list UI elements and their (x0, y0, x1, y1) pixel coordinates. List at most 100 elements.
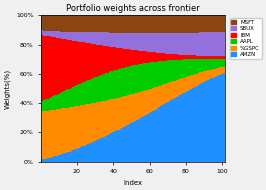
Bar (190, 59, 192, 75)
Bar (49, 36, 51, 98)
Bar (114, 70, 116, 99)
Bar (216, 15, 218, 32)
Bar (209, 15, 210, 32)
Bar (56, 95, 58, 109)
Bar (52, 31, 54, 37)
Bar (92, 142, 94, 162)
Bar (69, 107, 70, 151)
Bar (94, 15, 96, 32)
Bar (194, 33, 196, 55)
Bar (189, 15, 190, 33)
Bar (83, 82, 85, 105)
Bar (214, 59, 216, 69)
Bar (171, 82, 172, 100)
Bar (152, 111, 154, 162)
Bar (92, 32, 94, 44)
Bar (210, 56, 212, 59)
Bar (218, 15, 219, 32)
Bar (132, 66, 134, 94)
Bar (114, 32, 116, 47)
Bar (187, 59, 189, 76)
Bar (178, 96, 180, 162)
Bar (174, 98, 176, 162)
Bar (129, 33, 130, 49)
Legend: MSFT, SBUX, IBM, AAPL, %GSPC, AMZN: MSFT, SBUX, IBM, AAPL, %GSPC, AMZN (230, 18, 261, 59)
Bar (127, 49, 129, 67)
Bar (61, 108, 63, 154)
Bar (190, 15, 192, 33)
Bar (154, 33, 156, 52)
Bar (76, 85, 78, 106)
Bar (69, 15, 70, 32)
Bar (49, 15, 51, 31)
Bar (60, 32, 61, 38)
Bar (98, 76, 99, 102)
Bar (201, 32, 203, 56)
Bar (125, 15, 127, 33)
Bar (85, 104, 87, 145)
Bar (183, 55, 185, 59)
Bar (140, 92, 141, 118)
Bar (123, 32, 125, 49)
Bar (165, 61, 167, 84)
Bar (210, 78, 212, 162)
Bar (69, 40, 70, 89)
Bar (207, 59, 209, 70)
Bar (167, 33, 169, 54)
Bar (110, 15, 112, 32)
Bar (152, 15, 154, 33)
Bar (52, 15, 54, 31)
Bar (136, 33, 138, 50)
Bar (198, 85, 200, 162)
Bar (101, 32, 103, 45)
Bar (103, 32, 105, 46)
Bar (203, 71, 205, 82)
Bar (185, 77, 187, 92)
Bar (176, 80, 178, 97)
Bar (45, 31, 47, 36)
Bar (171, 33, 172, 54)
Bar (158, 86, 160, 108)
Bar (130, 123, 132, 162)
Bar (205, 59, 207, 71)
Bar (61, 15, 63, 32)
Bar (118, 69, 120, 98)
Bar (207, 32, 209, 56)
Bar (61, 92, 63, 108)
Bar (70, 151, 72, 162)
Bar (147, 114, 149, 162)
Bar (49, 31, 51, 36)
Bar (92, 44, 94, 78)
Bar (138, 119, 140, 162)
Bar (85, 15, 87, 32)
Bar (154, 87, 156, 110)
Bar (65, 90, 67, 108)
Bar (198, 32, 200, 56)
Bar (134, 33, 136, 50)
Bar (174, 15, 176, 33)
Bar (118, 32, 120, 48)
Bar (83, 15, 85, 32)
Bar (141, 33, 143, 51)
Bar (147, 33, 149, 52)
Bar (89, 32, 90, 43)
Bar (151, 62, 152, 89)
Bar (172, 54, 174, 60)
Bar (94, 141, 96, 162)
Bar (200, 32, 201, 56)
Bar (152, 52, 154, 62)
Bar (69, 89, 70, 107)
Bar (118, 130, 120, 162)
Bar (154, 15, 156, 33)
Bar (212, 15, 214, 32)
Bar (172, 60, 174, 81)
Bar (63, 91, 65, 108)
Bar (176, 55, 178, 60)
Bar (54, 110, 56, 156)
Bar (171, 54, 172, 60)
Bar (87, 32, 89, 43)
Title: Portfolio weights across frontier: Portfolio weights across frontier (66, 4, 200, 13)
Bar (180, 79, 181, 95)
Bar (183, 33, 185, 55)
Bar (120, 69, 121, 97)
